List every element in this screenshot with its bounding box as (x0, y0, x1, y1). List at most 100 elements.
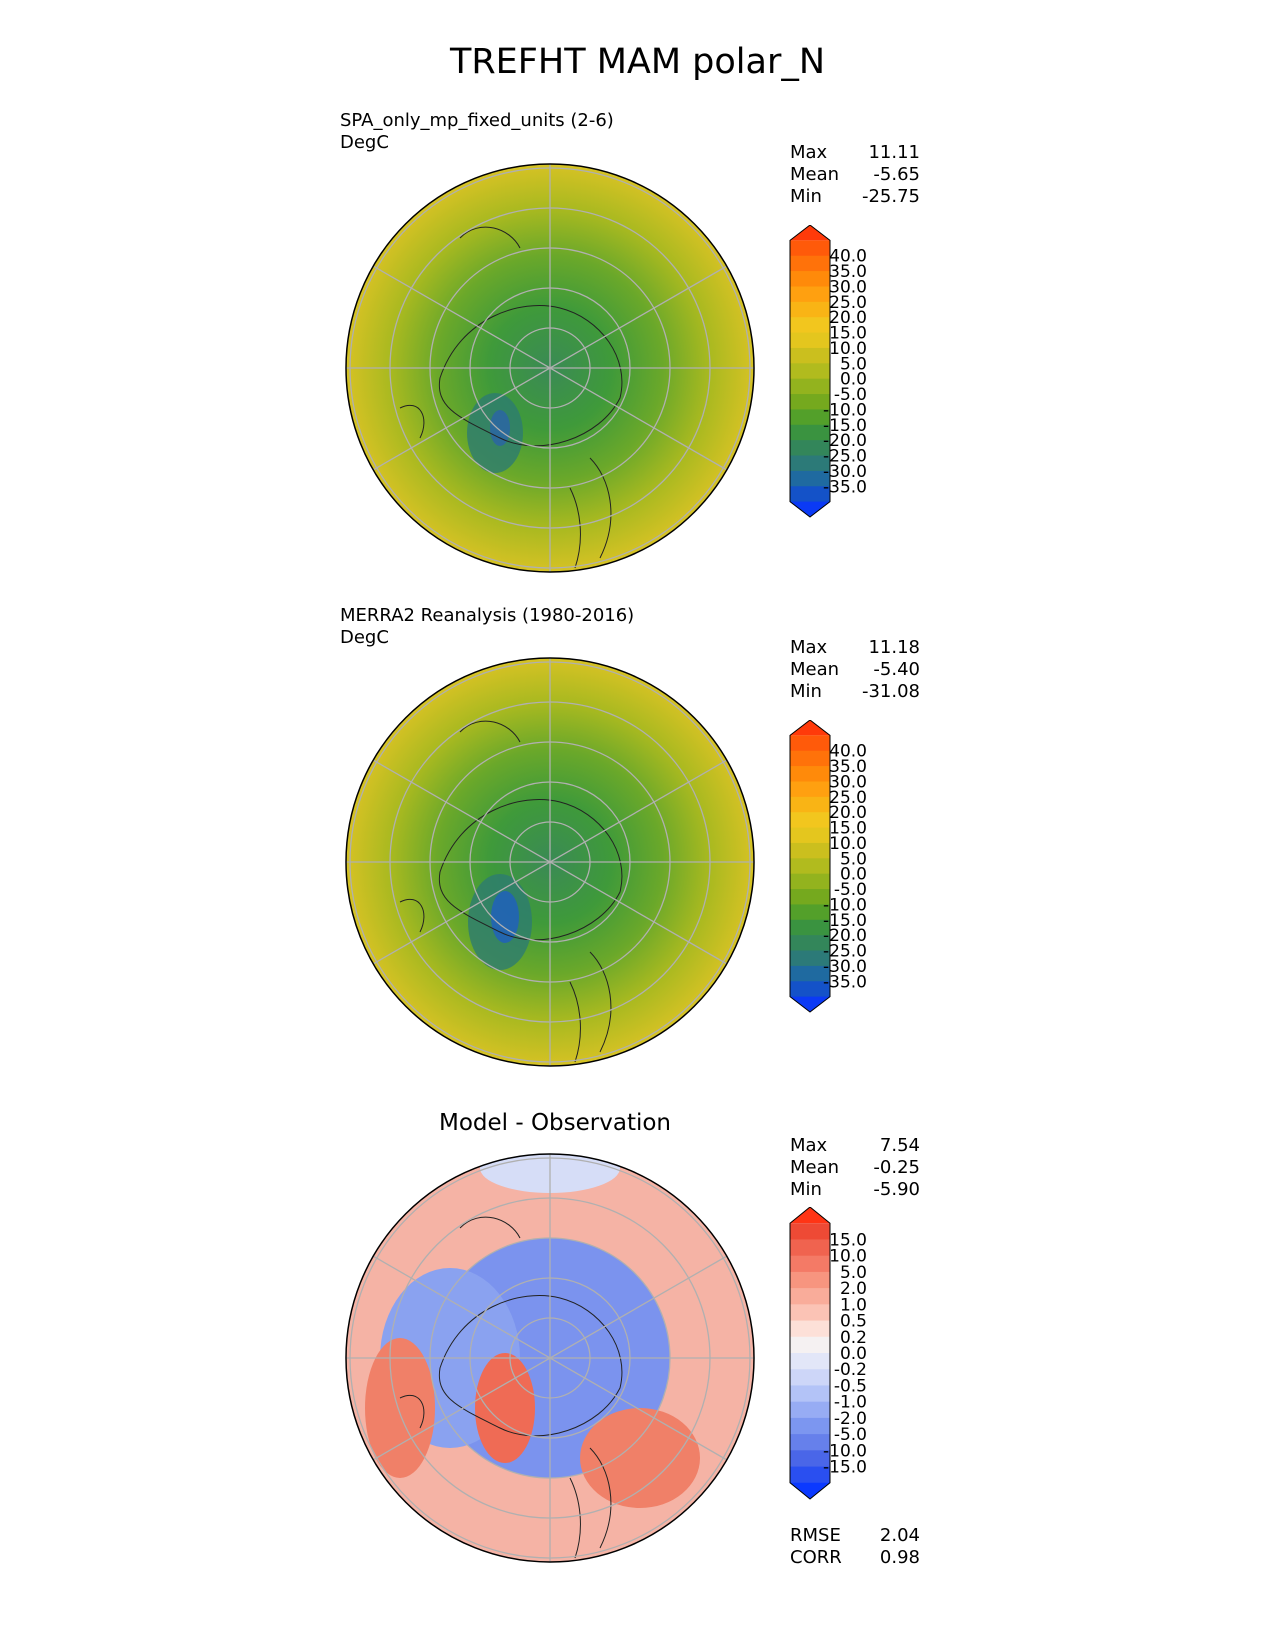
colorbar-tick-label: 30.0 (829, 277, 867, 297)
colorbar-cell (790, 301, 830, 318)
colorbar-cell (790, 409, 830, 426)
colorbar-tick-label: 15.0 (829, 1230, 867, 1250)
map-boundary (345, 163, 755, 573)
colorbar-cell (790, 858, 830, 875)
colorbar-cell (790, 981, 830, 998)
colorbar-cell (790, 766, 830, 782)
coastline-other (399, 226, 521, 439)
coldest-core (491, 891, 519, 943)
colorbar-tick-label: -10.0 (823, 895, 867, 915)
colorbar-cell (790, 1450, 830, 1468)
colorbar-cell (790, 904, 830, 921)
colorbar-cell (790, 378, 830, 395)
colorbar-cell (790, 1466, 830, 1484)
polar-map-test (345, 163, 755, 573)
corr-value: 0.98 (879, 1547, 920, 1568)
colorbar-cell (790, 225, 830, 241)
stat-min-value: -5.90 (873, 1179, 920, 1200)
panel-1-stats: Max 11.11 Mean -5.65 Min -25.75 (790, 142, 920, 208)
colorbar-difference: 15.010.05.02.01.00.50.20.0-0.2-0.5-1.0-2… (789, 1207, 867, 1500)
colorbar-tick-label: 40.0 (829, 247, 867, 267)
stat-mean-label: Mean (790, 1157, 840, 1178)
colorbar-cell (790, 720, 830, 736)
colorbar-tick-label: 0.0 (840, 370, 867, 390)
colorbar-cell (790, 1239, 830, 1257)
colorbar-tick-label: -15.0 (823, 911, 867, 931)
colorbar-cell (790, 1434, 830, 1451)
colorbar-cell (790, 470, 830, 487)
colorbar-tick-label: 0.0 (840, 865, 867, 885)
colorbar-tick-label: 0.5 (840, 1312, 867, 1332)
stat-min-label: Min (790, 1179, 822, 1200)
positive-bias-greenland (475, 1353, 535, 1463)
colorbar-tick-label: -15.0 (823, 416, 867, 436)
coastline-europe (569, 951, 612, 1063)
map-boundary (345, 1153, 755, 1563)
stat-max-label: Max (790, 637, 828, 658)
colorbar-cell (790, 1271, 830, 1289)
panel-1-title: SPA_only_mp_fixed_units (2-6) DegC (340, 110, 614, 154)
colorbar-tick-label: 10.0 (829, 834, 867, 854)
coastline-other (399, 720, 521, 933)
panel-3-stats: Max 7.54 Mean -0.25 Min -5.90 (790, 1135, 920, 1201)
colorbar-tick-label: -5.0 (834, 385, 867, 405)
colorbar-tick-label: -25.0 (823, 942, 867, 962)
colorbar-tick-label: 10.0 (829, 339, 867, 359)
colorbar-tick-label: -35.0 (823, 477, 867, 497)
colorbar-tick-label: -30.0 (823, 462, 867, 482)
colorbar-tick-label: 10.0 (829, 1247, 867, 1267)
colorbar-cell (790, 1369, 830, 1386)
panel-2-units: DegC (340, 627, 389, 648)
colorbar-tick-label: -10.0 (823, 400, 867, 420)
coastline (438, 1295, 623, 1437)
coastline (438, 305, 623, 447)
stat-max-label: Max (790, 1135, 828, 1156)
colorbar-tick-label: 20.0 (829, 308, 867, 328)
colorbar-tick-label: -0.2 (834, 1360, 867, 1380)
colorbar-tick-label: -5.0 (834, 880, 867, 900)
polar-map-reference (345, 657, 755, 1067)
colorbar-outline (789, 720, 831, 1013)
colorbar-cell (790, 1255, 830, 1273)
colorbar-cell (790, 1336, 830, 1354)
colorbar-tick-label: 1.0 (840, 1295, 867, 1315)
colorbar-tick-label: 0.0 (840, 1344, 867, 1364)
colorbar-cell (790, 271, 830, 287)
colorbar-cell (790, 996, 830, 1012)
colorbar-cell (790, 1385, 830, 1403)
graticule (346, 1154, 754, 1562)
coastline-europe (569, 457, 612, 569)
colorbar-cell (790, 827, 830, 844)
corr-label: CORR (790, 1547, 842, 1568)
colorbar-cell (790, 935, 830, 952)
positive-bias-west (365, 1338, 435, 1478)
colorbar-cell (790, 363, 830, 380)
stat-max-value: 11.18 (868, 637, 920, 658)
colorbar-cell (790, 455, 830, 472)
colorbar-cell (790, 842, 830, 859)
stat-min-value: -25.75 (861, 186, 920, 207)
colorbar-cell (790, 1482, 830, 1499)
colorbar-tick-label: 30.0 (829, 772, 867, 792)
colorbar-tick-label: 5.0 (840, 849, 867, 869)
colorbar-cell (790, 873, 830, 890)
colorbar-cell (790, 317, 830, 334)
panel-1-title-line1: SPA_only_mp_fixed_units (2-6) (340, 110, 614, 131)
coastline-europe (569, 1447, 612, 1559)
colorbar-tick-label: 25.0 (829, 293, 867, 313)
positive-bias-eurasia (580, 1408, 700, 1508)
rmse-value: 2.04 (879, 1525, 920, 1546)
coastline-other (399, 1216, 521, 1429)
colorbar-cell (790, 332, 830, 349)
colorbar-cell (790, 347, 830, 364)
colorbar-cell (790, 440, 830, 457)
stat-min-value: -31.08 (861, 681, 920, 702)
colorbar-cell (790, 796, 830, 813)
colorbar-cell (790, 240, 830, 257)
stat-mean-value: -5.65 (873, 164, 920, 185)
colorbar-tick-label: -5.0 (834, 1425, 867, 1445)
graticule (346, 658, 754, 1066)
colorbar-cell (790, 1304, 830, 1322)
coastline (438, 799, 623, 941)
stat-max-label: Max (790, 142, 828, 163)
